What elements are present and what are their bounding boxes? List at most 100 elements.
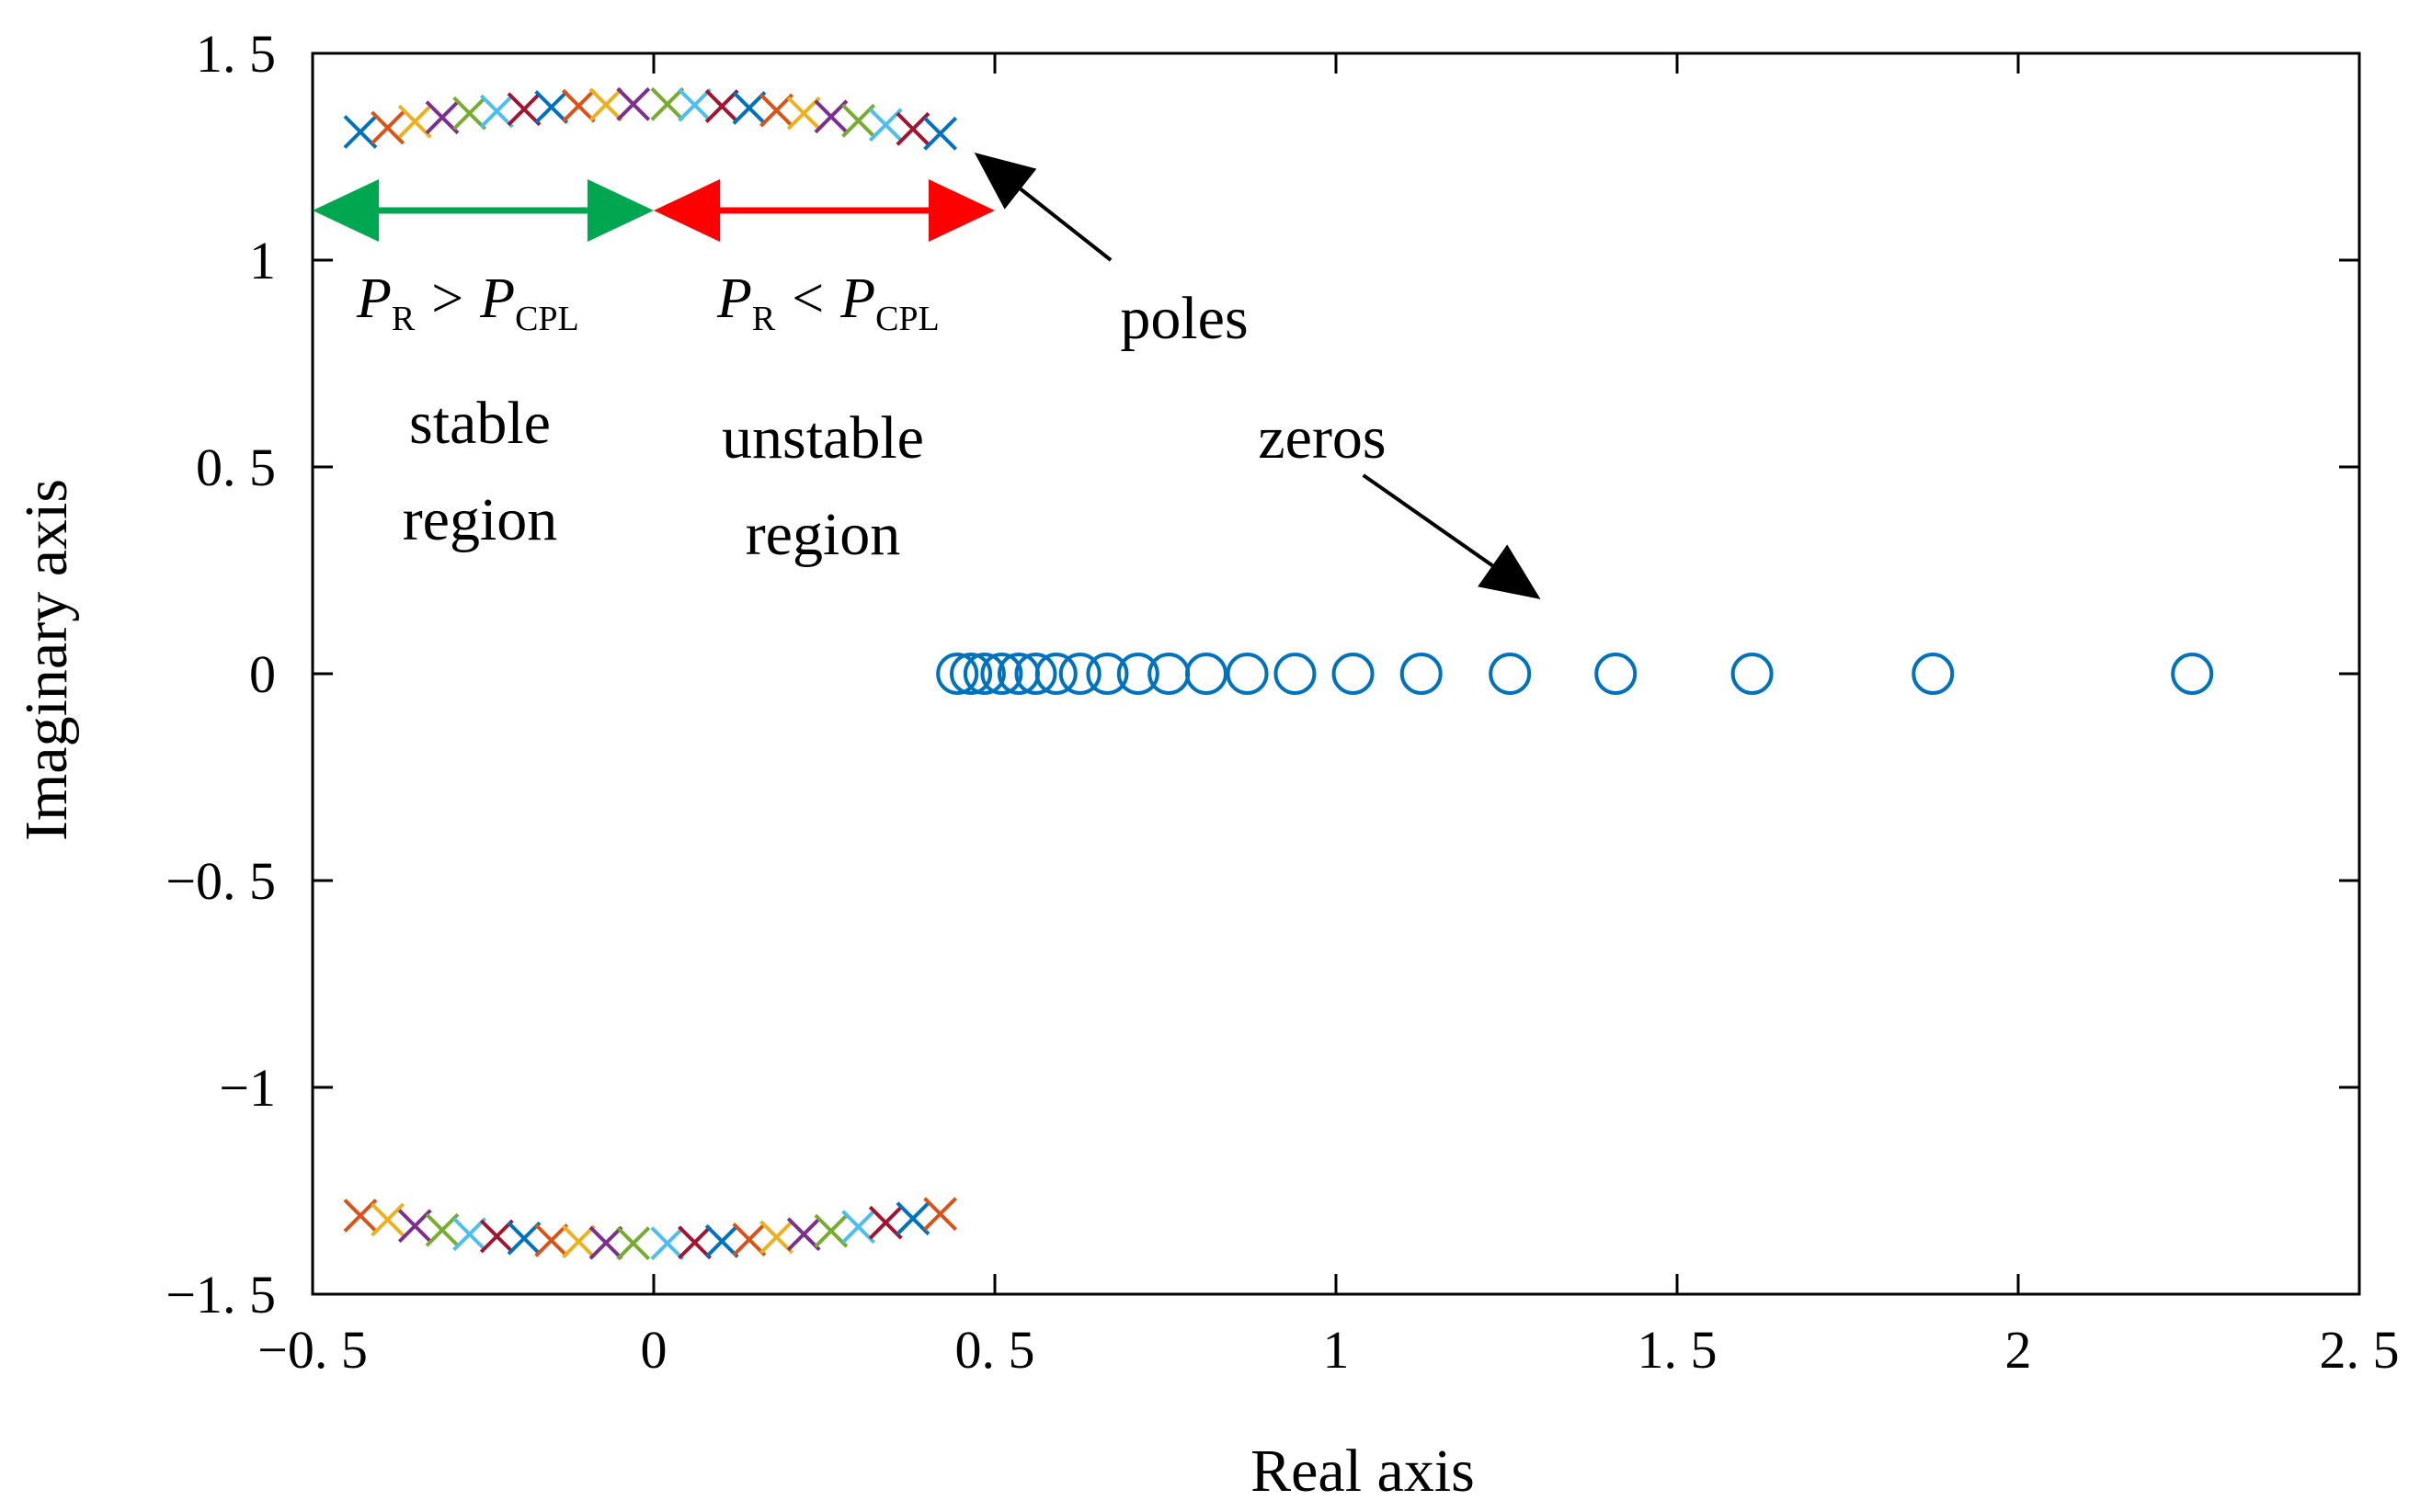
zero-marker: [1226, 653, 1269, 695]
pole-stroke: [616, 86, 651, 121]
x-tick-label: 1: [1323, 1320, 1350, 1380]
pole-stroke: [786, 1217, 821, 1252]
pole-marker: [896, 111, 930, 146]
pole-stroke: [343, 1199, 378, 1233]
pole-stroke: [841, 1210, 876, 1245]
zero-marker: [1058, 653, 1102, 695]
pole-marker: [841, 103, 876, 138]
zero-marker: [1086, 653, 1129, 695]
pole-marker: [923, 1197, 958, 1232]
pole-stroke: [371, 110, 405, 145]
pole-marker: [507, 1221, 542, 1256]
pole-marker: [786, 96, 821, 131]
pole-stroke: [650, 1226, 685, 1261]
pole-marker: [616, 1226, 651, 1261]
pole-stroke: [678, 87, 712, 122]
x-tick-labels: −0. 5 0 0. 5 1 1. 5 2 2. 5: [257, 1320, 2399, 1380]
pole-marker: [704, 1223, 739, 1258]
pole-marker: [759, 1220, 793, 1255]
pole-marker: [534, 1223, 569, 1257]
axes: [311, 51, 2361, 1296]
pole-marker: [732, 90, 767, 125]
stable-region-arrow-head-right: [588, 179, 654, 242]
zero-marker: [1034, 653, 1078, 695]
zeros-pointer-arrow-shaft: [1362, 473, 1494, 567]
pole-marker: [814, 1213, 849, 1248]
pole-stroke: [923, 1197, 958, 1232]
pole-marker: [397, 1209, 432, 1244]
pole-stroke: [507, 92, 542, 127]
pole-marker: [759, 93, 793, 128]
pole-stroke: [896, 1201, 930, 1236]
y-tick-label: −1. 5: [166, 1265, 276, 1324]
x-tick-label: 0. 5: [955, 1320, 1035, 1380]
pole-stroke: [397, 104, 432, 139]
pole-marker: [397, 104, 432, 139]
unstable-region-label-line1: unstable: [722, 404, 924, 472]
stable-region-arrow: [313, 179, 654, 242]
y-tick-labels: 1. 5 1 0. 5 0 −0. 5 −1 −1. 5: [166, 24, 276, 1324]
zero-marker: [2171, 653, 2214, 695]
zero-marker: [963, 653, 1006, 695]
pole-stroke: [479, 94, 514, 129]
pole-marker: [841, 1210, 876, 1245]
pole-marker: [678, 1225, 712, 1260]
pole-marker: [561, 88, 596, 123]
pole-marker: [452, 1217, 487, 1252]
unstable-region-arrow: [654, 179, 995, 242]
pole-stroke: [343, 115, 378, 149]
pole-stroke: [759, 93, 793, 128]
y-tick-label: −1: [219, 1058, 276, 1118]
poles-pointer-arrow-head: [974, 153, 1037, 210]
y-tick-label: −0. 5: [166, 851, 276, 911]
x-axis-title: Real axis: [1250, 1438, 1475, 1505]
zero-marker: [1147, 653, 1191, 695]
pole-stroke: [786, 96, 821, 131]
pole-stroke: [561, 1224, 596, 1259]
x-tick-label: 0: [641, 1320, 668, 1380]
stable-region-label-line1: stable: [409, 390, 551, 457]
pole-marker: [616, 86, 651, 121]
poles-pointer-arrow-shaft: [1019, 188, 1113, 262]
pole-stroke: [759, 1220, 793, 1255]
zero-marker: [1185, 653, 1228, 695]
pole-stroke: [371, 1202, 405, 1237]
zero-marker: [1912, 653, 1955, 695]
pole-marker: [588, 87, 623, 122]
zeros-pointer-arrow: [1362, 473, 1541, 599]
zero-marker: [1116, 653, 1159, 695]
zero-marker: [1331, 653, 1375, 695]
pole-marker: [868, 108, 903, 142]
zero-marker: [1014, 653, 1057, 695]
y-tick-label: 0. 5: [196, 438, 276, 497]
pole-stroke: [616, 1226, 651, 1261]
data-marks: [343, 86, 2214, 1261]
pole-stroke: [561, 88, 596, 123]
poles-pointer-arrow: [974, 153, 1113, 262]
pole-stroke: [814, 1213, 849, 1248]
annotation-arrows: [974, 153, 1541, 599]
pole-stroke: [425, 1212, 460, 1247]
pole-stroke: [452, 1217, 487, 1252]
x-tick-label: 2. 5: [2320, 1320, 2400, 1380]
pole-marker: [561, 1224, 596, 1259]
pole-marker: [452, 96, 487, 131]
zero-marker: [1594, 653, 1638, 695]
zero-marker: [980, 653, 1023, 695]
pole-stroke: [479, 1219, 514, 1254]
pole-stroke: [534, 1223, 569, 1257]
pole-stroke: [841, 103, 876, 138]
pole-marker: [425, 1212, 460, 1247]
pole-stroke: [507, 1221, 542, 1256]
pole-marker: [534, 90, 569, 124]
pole-marker: [786, 1217, 821, 1252]
zero-marker: [1273, 653, 1317, 695]
pole-marker: [704, 89, 739, 124]
pole-marker: [479, 1219, 514, 1254]
zero-marker: [1399, 653, 1443, 695]
pole-stroke: [704, 1223, 739, 1258]
axis-ticks: [311, 51, 2361, 1296]
unstable-region-arrow-head-left: [654, 179, 720, 242]
x-tick-label: 2: [2005, 1320, 2032, 1380]
